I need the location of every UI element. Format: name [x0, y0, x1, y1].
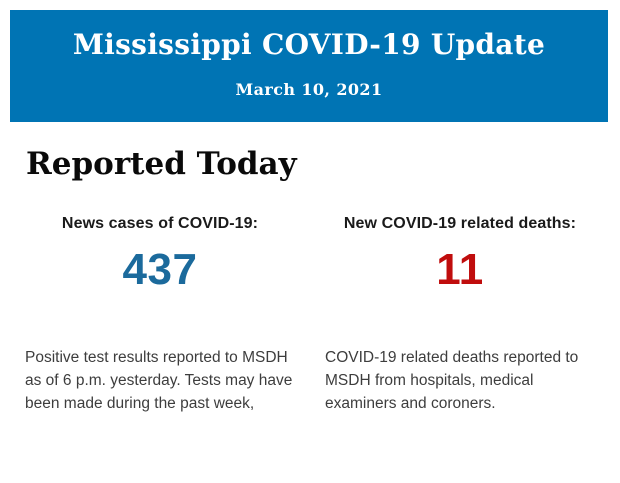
deaths-value: 11 — [436, 245, 484, 294]
section-title: Reported Today — [26, 146, 297, 182]
page-title: Mississippi COVID-19 Update — [72, 28, 546, 61]
report-date: March 10, 2021 — [235, 80, 383, 99]
main-content: Reported Today News cases of COVID-19: 4… — [0, 122, 620, 415]
new-cases-value: 437 — [122, 245, 198, 294]
stats-row: News cases of COVID-19: 437 Positive tes… — [0, 215, 620, 415]
deaths-label: New COVID-19 related deaths: — [343, 215, 577, 232]
header-band: Mississippi COVID-19 Update March 10, 20… — [10, 10, 608, 122]
new-cases-description: Positive test results reported to MSDH a… — [25, 349, 293, 412]
new-cases-label: News cases of COVID-19: — [61, 215, 259, 232]
deaths-description: COVID-19 related deaths reported to MSDH… — [325, 349, 579, 412]
stat-new-cases: News cases of COVID-19: 437 Positive tes… — [10, 215, 310, 415]
stat-related-deaths: New COVID-19 related deaths: 11 COVID-19… — [310, 215, 610, 415]
